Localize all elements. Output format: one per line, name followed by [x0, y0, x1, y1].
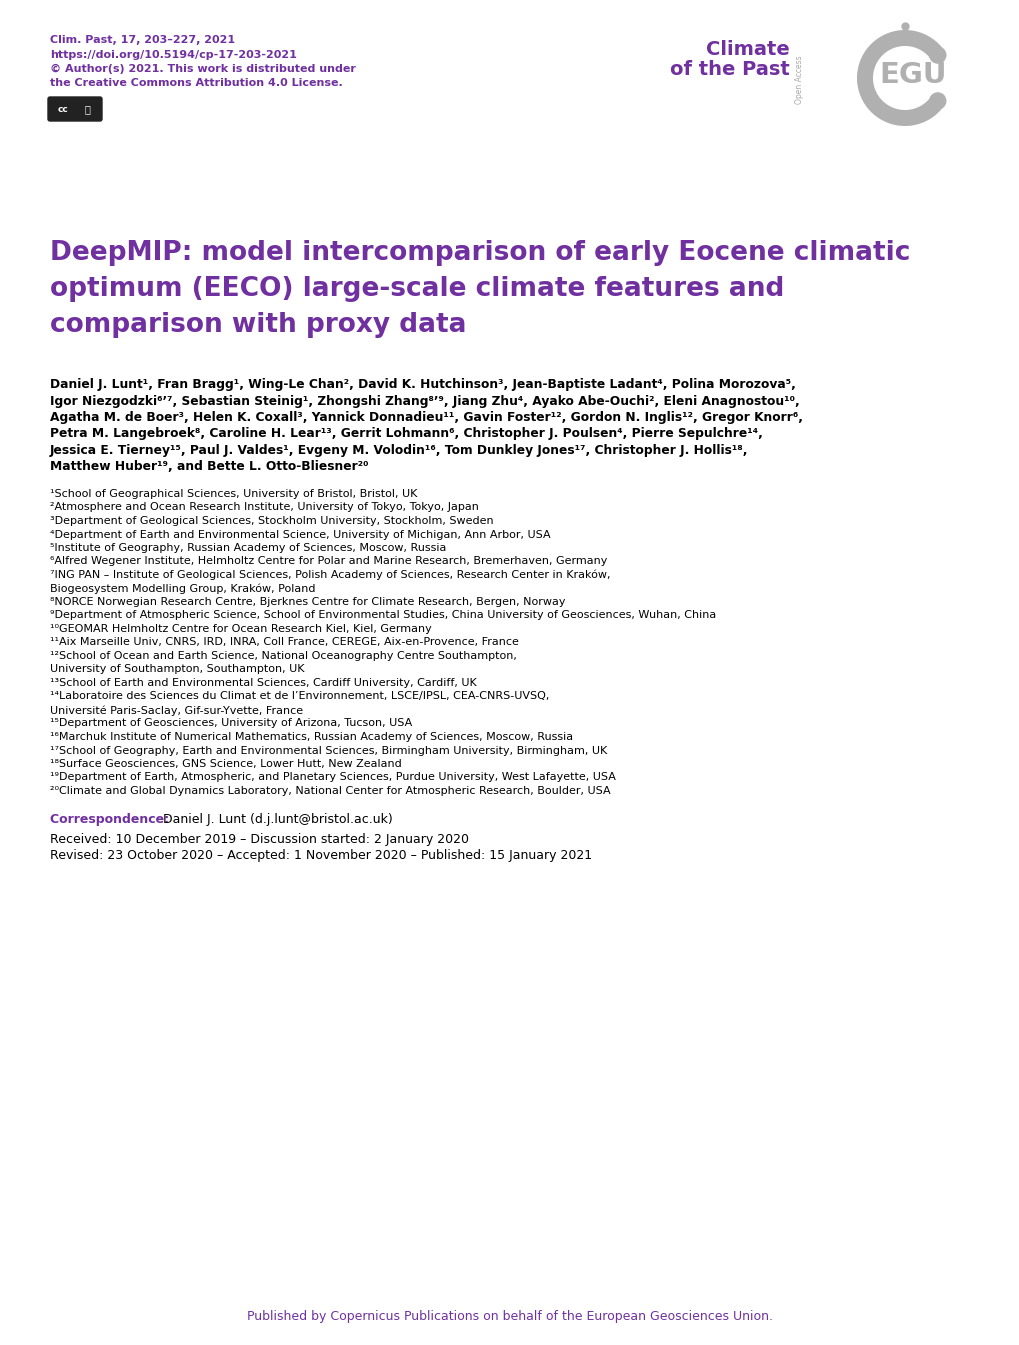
- Text: ⁷ING PAN – Institute of Geological Sciences, Polish Academy of Sciences, Researc: ⁷ING PAN – Institute of Geological Scien…: [50, 570, 610, 581]
- Text: Jessica E. Tierney¹⁵, Paul J. Valdes¹, Evgeny M. Volodin¹⁶, Tom Dunkley Jones¹⁷,: Jessica E. Tierney¹⁵, Paul J. Valdes¹, E…: [50, 444, 748, 457]
- Text: ⁴Department of Earth and Environmental Science, University of Michigan, Ann Arbo: ⁴Department of Earth and Environmental S…: [50, 530, 550, 539]
- Text: cc: cc: [57, 105, 68, 113]
- Text: the Creative Commons Attribution 4.0 License.: the Creative Commons Attribution 4.0 Lic…: [50, 78, 342, 89]
- Text: Open Access: Open Access: [795, 55, 804, 105]
- Text: ¹³School of Earth and Environmental Sciences, Cardiff University, Cardiff, UK: ¹³School of Earth and Environmental Scie…: [50, 678, 476, 689]
- Text: Igor Niezgodzki⁶’⁷, Sebastian Steinig¹, Zhongshi Zhang⁸’⁹, Jiang Zhu⁴, Ayako Abe: Igor Niezgodzki⁶’⁷, Sebastian Steinig¹, …: [50, 394, 799, 408]
- Text: ⁵Institute of Geography, Russian Academy of Sciences, Moscow, Russia: ⁵Institute of Geography, Russian Academy…: [50, 543, 446, 553]
- Text: Revised: 23 October 2020 – Accepted: 1 November 2020 – Published: 15 January 202: Revised: 23 October 2020 – Accepted: 1 N…: [50, 849, 592, 862]
- Text: Received: 10 December 2019 – Discussion started: 2 January 2020: Received: 10 December 2019 – Discussion …: [50, 834, 469, 846]
- Text: ¹¹Aix Marseille Univ, CNRS, IRD, INRA, Coll France, CEREGE, Aix-en-Provence, Fra: ¹¹Aix Marseille Univ, CNRS, IRD, INRA, C…: [50, 638, 519, 647]
- Text: Université Paris-Saclay, Gif-sur-Yvette, France: Université Paris-Saclay, Gif-sur-Yvette,…: [50, 705, 303, 716]
- Text: Correspondence:: Correspondence:: [50, 814, 173, 826]
- Text: comparison with proxy data: comparison with proxy data: [50, 312, 466, 338]
- Text: ¹⁹Department of Earth, Atmospheric, and Planetary Sciences, Purdue University, W: ¹⁹Department of Earth, Atmospheric, and …: [50, 772, 615, 783]
- Text: ¹⁶Marchuk Institute of Numerical Mathematics, Russian Academy of Sciences, Mosco: ¹⁶Marchuk Institute of Numerical Mathema…: [50, 732, 573, 742]
- FancyBboxPatch shape: [48, 97, 102, 121]
- Text: optimum (EECO) large-scale climate features and: optimum (EECO) large-scale climate featu…: [50, 276, 784, 303]
- Circle shape: [929, 47, 945, 63]
- Text: https://doi.org/10.5194/cp-17-203-2021: https://doi.org/10.5194/cp-17-203-2021: [50, 50, 297, 59]
- Polygon shape: [856, 30, 944, 126]
- Text: Daniel J. Lunt (d.j.lunt@bristol.ac.uk): Daniel J. Lunt (d.j.lunt@bristol.ac.uk): [163, 814, 392, 826]
- Text: ¹⁸Surface Geosciences, GNS Science, Lower Hutt, New Zealand: ¹⁸Surface Geosciences, GNS Science, Lowe…: [50, 759, 401, 769]
- Text: ¹²School of Ocean and Earth Science, National Oceanography Centre Southampton,: ¹²School of Ocean and Earth Science, Nat…: [50, 651, 517, 660]
- Text: Petra M. Langebroek⁸, Caroline H. Lear¹³, Gerrit Lohmann⁶, Christopher J. Poulse: Petra M. Langebroek⁸, Caroline H. Lear¹³…: [50, 428, 762, 441]
- Text: DeepMIP: model intercomparison of early Eocene climatic: DeepMIP: model intercomparison of early …: [50, 239, 910, 266]
- Text: ⁶Alfred Wegener Institute, Helmholtz Centre for Polar and Marine Research, Breme: ⁶Alfred Wegener Institute, Helmholtz Cen…: [50, 557, 606, 566]
- Text: ²Atmosphere and Ocean Research Institute, University of Tokyo, Tokyo, Japan: ²Atmosphere and Ocean Research Institute…: [50, 503, 478, 512]
- Text: Clim. Past, 17, 203–227, 2021: Clim. Past, 17, 203–227, 2021: [50, 35, 235, 44]
- Text: ⁹Department of Atmospheric Science, School of Environmental Studies, China Unive: ⁹Department of Atmospheric Science, Scho…: [50, 611, 715, 620]
- Text: ¹⁷School of Geography, Earth and Environmental Sciences, Birmingham University, : ¹⁷School of Geography, Earth and Environ…: [50, 745, 606, 756]
- Text: ¹⁴Laboratoire des Sciences du Climat et de l’Environnement, LSCE/IPSL, CEA-CNRS-: ¹⁴Laboratoire des Sciences du Climat et …: [50, 691, 549, 702]
- Text: Biogeosystem Modelling Group, Kraków, Poland: Biogeosystem Modelling Group, Kraków, Po…: [50, 584, 315, 594]
- Text: University of Southampton, Southampton, UK: University of Southampton, Southampton, …: [50, 664, 305, 674]
- Text: of the Past: of the Past: [669, 61, 790, 79]
- Text: ¹⁵Department of Geosciences, University of Arizona, Tucson, USA: ¹⁵Department of Geosciences, University …: [50, 718, 412, 729]
- Text: ¹School of Geographical Sciences, University of Bristol, Bristol, UK: ¹School of Geographical Sciences, Univer…: [50, 490, 417, 499]
- Text: ³Department of Geological Sciences, Stockholm University, Stockholm, Sweden: ³Department of Geological Sciences, Stoc…: [50, 516, 493, 526]
- Text: ⓘ: ⓘ: [84, 104, 90, 114]
- Text: Matthew Huber¹⁹, and Bette L. Otto-Bliesner²⁰: Matthew Huber¹⁹, and Bette L. Otto-Blies…: [50, 460, 368, 473]
- Text: EGU: EGU: [878, 61, 946, 89]
- Text: ²⁰Climate and Global Dynamics Laboratory, National Center for Atmospheric Resear: ²⁰Climate and Global Dynamics Laboratory…: [50, 785, 610, 796]
- Circle shape: [929, 93, 945, 109]
- Text: Agatha M. de Boer³, Helen K. Coxall³, Yannick Donnadieu¹¹, Gavin Foster¹², Gordo: Agatha M. de Boer³, Helen K. Coxall³, Ya…: [50, 412, 802, 424]
- Text: ¹⁰GEOMAR Helmholtz Centre for Ocean Research Kiel, Kiel, Germany: ¹⁰GEOMAR Helmholtz Centre for Ocean Rese…: [50, 624, 431, 633]
- Text: © Author(s) 2021. This work is distributed under: © Author(s) 2021. This work is distribut…: [50, 65, 356, 74]
- Text: ⁸NORCE Norwegian Research Centre, Bjerknes Centre for Climate Research, Bergen, : ⁸NORCE Norwegian Research Centre, Bjerkn…: [50, 597, 565, 607]
- Text: Climate: Climate: [705, 40, 790, 59]
- Text: Published by Copernicus Publications on behalf of the European Geosciences Union: Published by Copernicus Publications on …: [247, 1310, 772, 1323]
- Text: Daniel J. Lunt¹, Fran Bragg¹, Wing-Le Chan², David K. Hutchinson³, Jean-Baptiste: Daniel J. Lunt¹, Fran Bragg¹, Wing-Le Ch…: [50, 378, 795, 391]
